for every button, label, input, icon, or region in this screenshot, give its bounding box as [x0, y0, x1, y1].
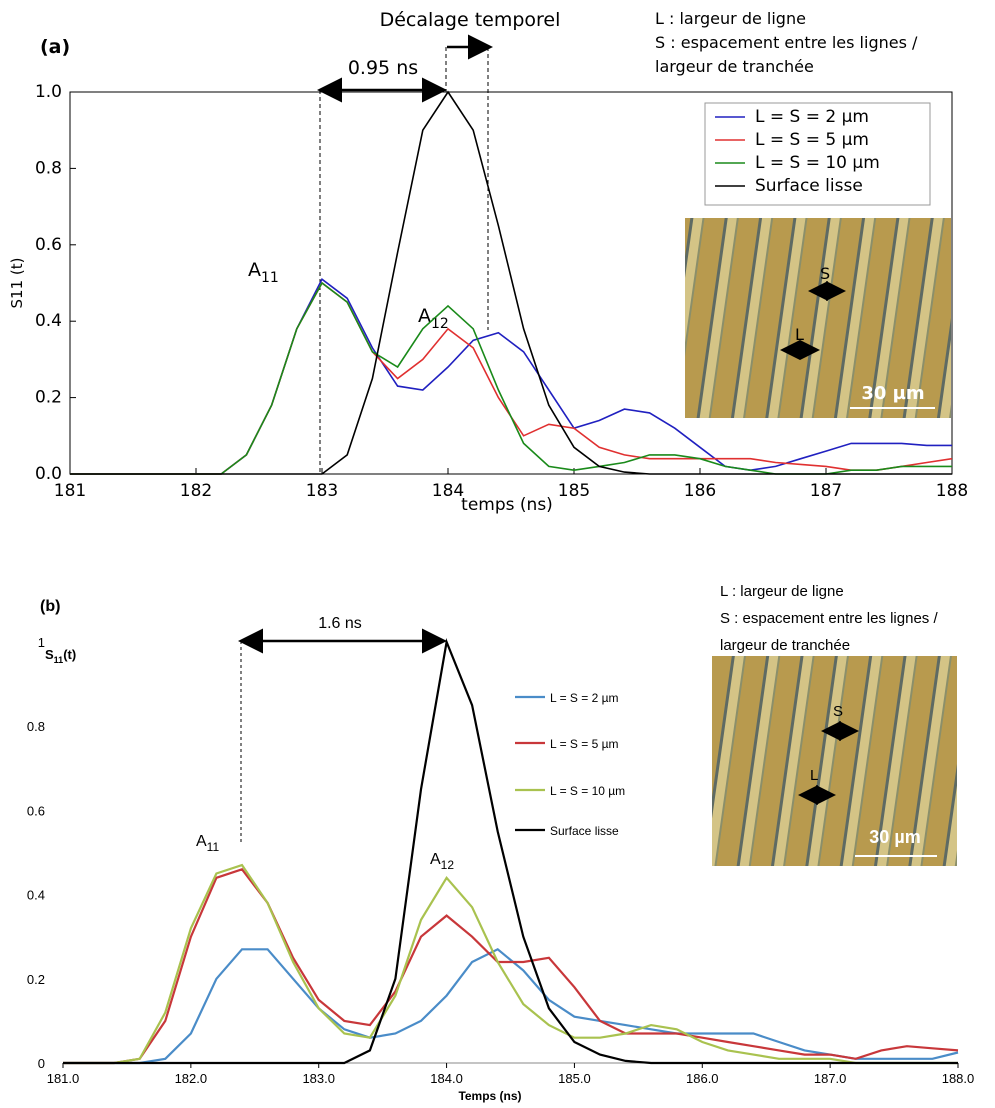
x-axis-label: Temps (ns) — [458, 1089, 521, 1103]
annotation: 0.95 ns — [348, 57, 418, 79]
chart: 181 182 183 184 185 186 187 188 0.0 0.2 0.4 0.6 0.8 1… — [8, 82, 968, 515]
chart: 181.0 182.0 183.0 184.0 185.0 186.0 187.0 188.0… — [27, 635, 974, 1103]
annotation: Décalage temporel — [380, 9, 561, 31]
peak-sub: 11 — [261, 270, 279, 286]
x-tick-label: 186.0 — [686, 1071, 719, 1086]
note: largeur de tranchée — [655, 57, 814, 76]
scale-label: 30 µm — [861, 383, 924, 404]
scale-label: 30 µm — [869, 827, 920, 847]
y-tick-label: 0.4 — [27, 888, 45, 903]
x-tick-label: 181.0 — [47, 1071, 80, 1086]
note: L : largeur de ligne — [655, 9, 806, 28]
inset-image — [712, 656, 957, 866]
y-tick-label: 1 — [38, 635, 45, 650]
legend-label: L = S = 10 µm — [755, 153, 880, 173]
x-tick-label: 182.0 — [175, 1071, 208, 1086]
y-tick-label: 0.8 — [35, 158, 62, 178]
legend-label: L = S = 2 µm — [755, 107, 869, 127]
x-tick-label: 186 — [684, 481, 716, 501]
x-tick-label: 187 — [810, 481, 842, 501]
inset-label: L — [795, 325, 804, 344]
x-tick-label: 188 — [936, 481, 968, 501]
peak-label: A11 — [248, 259, 279, 286]
annotation: 1.6 ns — [318, 615, 362, 632]
peak-sub: 12 — [441, 858, 455, 872]
inset-label: L — [810, 767, 818, 784]
x-tick-label: 183.0 — [302, 1071, 335, 1086]
inset-label: S — [833, 703, 843, 720]
x-tick-label: 183 — [306, 481, 338, 501]
y-tick-label: 0.2 — [27, 972, 45, 987]
y-tick-label: 0 — [38, 1056, 45, 1071]
legend-label: L = S = 5 µm — [755, 130, 869, 150]
series-line — [63, 868, 959, 1065]
x-tick-label: 181 — [54, 481, 86, 501]
peak-base: A — [430, 851, 441, 868]
peak-base: A — [418, 305, 431, 327]
peak-base: A — [248, 259, 261, 281]
legend-label: Surface lisse — [550, 824, 619, 838]
y-label-base: S — [45, 647, 54, 662]
note: S : espacement entre les lignes / — [720, 610, 938, 627]
note: L : largeur de ligne — [720, 583, 844, 600]
peak-base: A — [196, 833, 207, 850]
plot-frame — [69, 91, 953, 475]
y-label-sub: 11 — [54, 655, 64, 665]
panel-b-annotations: (b) 1.6 ns A11 A12 L : largeur de ligne … — [40, 583, 957, 872]
peak-sub: 11 — [207, 840, 220, 854]
inset-image — [685, 218, 951, 418]
peak-label: A12 — [430, 851, 454, 872]
series-line — [63, 863, 958, 1065]
y-tick-label: 0.4 — [35, 311, 62, 331]
peak-label: A11 — [196, 833, 219, 854]
x-tick-label: 185 — [558, 481, 590, 501]
y-label-rest: (t) — [63, 647, 76, 662]
series-line — [70, 90, 952, 475]
y-axis-label: S11(t) — [45, 647, 76, 665]
legend-label: Surface lisse — [755, 176, 863, 196]
x-axis-label: temps (ns) — [461, 495, 553, 515]
y-tick-label: 0.6 — [35, 235, 62, 255]
series-line — [63, 638, 958, 1065]
note: S : espacement entre les lignes / — [655, 33, 918, 52]
peak-sub: 12 — [431, 316, 449, 332]
x-tick-label: 185.0 — [558, 1071, 591, 1086]
x-tick-label: 184.0 — [430, 1071, 463, 1086]
x-tick-label: 188.0 — [942, 1071, 975, 1086]
y-tick-label: 0.6 — [27, 803, 45, 818]
y-tick-label: 0.8 — [27, 719, 45, 734]
peak-label: A12 — [418, 305, 449, 332]
panel-a-annotations: (a) Décalage temporel 0.95 ns A11 A12 L … — [40, 9, 951, 474]
x-tick-label: 182 — [180, 481, 212, 501]
y-axis-label: S11 (t) — [8, 258, 26, 309]
x-tick-label: 187.0 — [814, 1071, 847, 1086]
y-tick-label: 0.2 — [35, 388, 62, 408]
legend-label: L = S = 10 µm — [550, 784, 625, 798]
series-line — [63, 947, 959, 1065]
legend-label: L = S = 2 µm — [550, 691, 619, 705]
panel-label: (b) — [40, 598, 60, 615]
y-tick-label: 1.0 — [35, 82, 62, 102]
legend-label: L = S = 5 µm — [550, 737, 619, 751]
x-tick-label: 184 — [432, 481, 464, 501]
inset-label: S — [820, 264, 830, 283]
legend-frame — [704, 102, 931, 206]
y-tick-label: 0.0 — [35, 464, 62, 484]
note: largeur de tranchée — [720, 637, 850, 654]
panel-label: (a) — [40, 36, 70, 58]
